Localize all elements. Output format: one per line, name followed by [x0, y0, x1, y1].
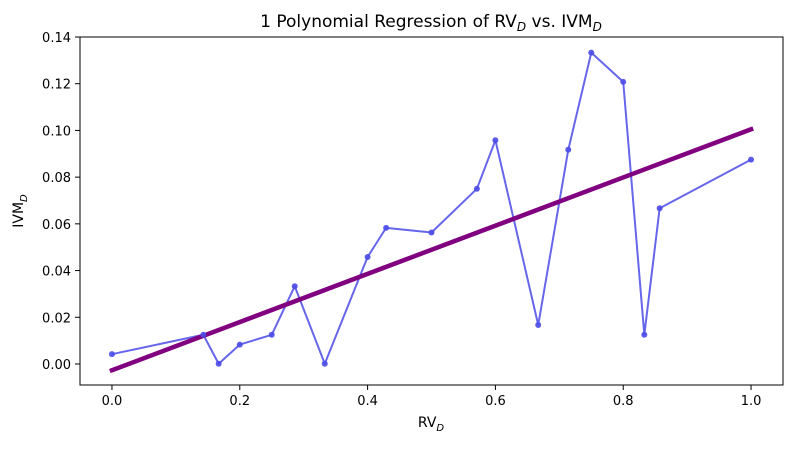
- plot-frame: [79, 36, 784, 386]
- data-point: [748, 156, 755, 163]
- data-point: [565, 146, 572, 153]
- y-tick-label: 0.10: [42, 124, 71, 139]
- data-point: [492, 137, 499, 144]
- y-tick-label: 0.04: [42, 265, 71, 280]
- y-tick-label: 0.02: [42, 311, 71, 326]
- data-point: [200, 331, 207, 338]
- x-tick-label: 0.2: [229, 394, 250, 409]
- data-point: [364, 254, 371, 261]
- data-point: [236, 341, 243, 348]
- x-tick-label: 0.8: [613, 394, 634, 409]
- data-point: [656, 205, 663, 212]
- x-axis-label: RVD: [418, 415, 445, 434]
- x-tick-label: 0.4: [357, 394, 378, 409]
- data-point: [268, 331, 275, 338]
- x-tick-label: 0.0: [102, 394, 123, 409]
- x-axis-ticks: 0.0 0.2 0.4 0.6 0.8 1.0: [102, 385, 762, 409]
- x-tick-label: 1.0: [741, 394, 762, 409]
- data-point: [641, 331, 648, 338]
- y-tick-label: 0.12: [42, 78, 71, 93]
- y-tick-label: 0.14: [42, 31, 71, 46]
- y-axis-label: IVMD: [11, 194, 30, 228]
- chart-title: 1 Polynomial Regression of RVD vs. IVMD: [260, 12, 602, 34]
- data-point: [291, 283, 298, 290]
- data-point: [108, 351, 115, 358]
- y-tick-label: 0.08: [42, 171, 71, 186]
- data-point: [535, 321, 542, 328]
- data-point: [588, 49, 595, 56]
- data-point: [428, 229, 435, 236]
- y-tick-label: 0.06: [42, 218, 71, 233]
- data-point: [321, 360, 328, 367]
- y-axis-ticks: 0.00 0.02 0.04 0.06 0.08 0.10 0.12 0.14: [42, 31, 80, 373]
- y-tick-label: 0.00: [42, 358, 71, 373]
- regression-line: [109, 126, 754, 374]
- data-point: [383, 224, 390, 231]
- data-point: [473, 185, 480, 192]
- data-point: [620, 78, 627, 85]
- x-tick-label: 0.6: [485, 394, 506, 409]
- plot-area: [108, 49, 755, 374]
- data-point: [215, 360, 222, 367]
